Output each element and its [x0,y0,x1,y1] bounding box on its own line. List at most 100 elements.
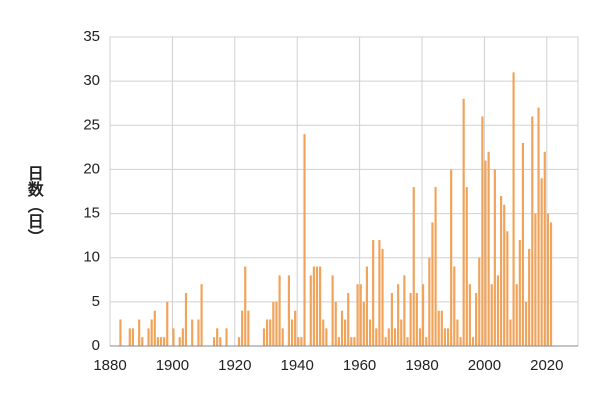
y-tick-label: 0 [92,337,100,354]
bar [434,187,437,346]
bar [384,337,387,346]
bar [128,328,131,346]
bar [359,284,362,346]
bar [425,337,428,346]
bar [191,319,194,346]
bar [446,328,450,346]
bar [475,293,478,346]
x-tick-label: 1900 [156,357,189,374]
bar [309,275,312,346]
bar [237,337,241,346]
bar [166,301,169,346]
bar [490,284,493,346]
bar [443,328,447,346]
bar [197,319,200,346]
bar [200,284,203,346]
bar [478,257,481,346]
bar [131,328,135,346]
bar [244,266,247,346]
bar [281,328,284,346]
bar [531,116,534,346]
bar [509,319,512,346]
bar [481,116,484,346]
bar [390,293,393,346]
y-axis-label: 日数（日） [25,165,44,245]
bar [150,319,153,346]
bar [512,72,515,347]
bar [496,275,500,346]
bar [331,275,334,346]
bar [156,337,159,346]
bar [312,266,315,346]
x-tick-label: 1940 [281,357,314,374]
bar [493,169,496,346]
y-tick-label: 5 [92,293,100,310]
bar [350,337,353,346]
bar [216,328,219,346]
bar [372,240,375,346]
bar [315,266,319,346]
bar [524,301,528,346]
bar [465,187,468,346]
bar [303,134,306,346]
bar [337,337,340,346]
x-tick-label: 1960 [343,357,376,374]
bar [468,284,471,346]
bar [325,328,328,346]
bar [353,337,356,346]
bar [537,107,540,346]
bar [521,142,525,346]
bar [409,293,412,346]
bar [540,178,543,346]
bar [347,293,350,346]
x-tick-label: 1880 [93,357,126,374]
bar [418,328,422,346]
bar [269,319,272,346]
bar [484,160,487,346]
bar [225,328,228,346]
bar [400,319,403,346]
bar [247,310,250,346]
bar [163,337,166,346]
bar [178,337,181,346]
bar [375,328,378,346]
bar [453,266,456,346]
bar [290,319,294,346]
bar [412,187,415,346]
bar [506,231,509,346]
bar [471,337,475,346]
bar [262,328,266,346]
bar [172,328,175,346]
bar [381,248,384,346]
x-tick-label: 2020 [530,357,563,374]
bar [431,222,434,346]
bar [181,328,184,346]
bar [275,301,278,346]
bar [212,337,216,346]
bar [159,337,163,346]
bar [368,319,372,346]
bar [546,213,549,346]
y-tick-label: 10 [83,249,100,266]
bar [334,301,337,346]
bar [184,293,188,346]
bar [147,328,150,346]
y-tick-label: 15 [83,205,100,222]
bar [340,310,344,346]
bar [415,293,418,346]
bar [406,337,409,346]
x-tick-label: 1980 [405,357,438,374]
bar [459,337,462,346]
y-tick-label: 30 [83,72,100,89]
bar [287,275,291,346]
y-tick-label: 20 [83,160,100,177]
bar [319,266,322,346]
bar [362,301,365,346]
y-tick-label: 35 [83,28,100,45]
bar [272,301,275,346]
bar [440,310,443,346]
bar [393,328,397,346]
bar [356,284,359,346]
bar [119,319,122,346]
